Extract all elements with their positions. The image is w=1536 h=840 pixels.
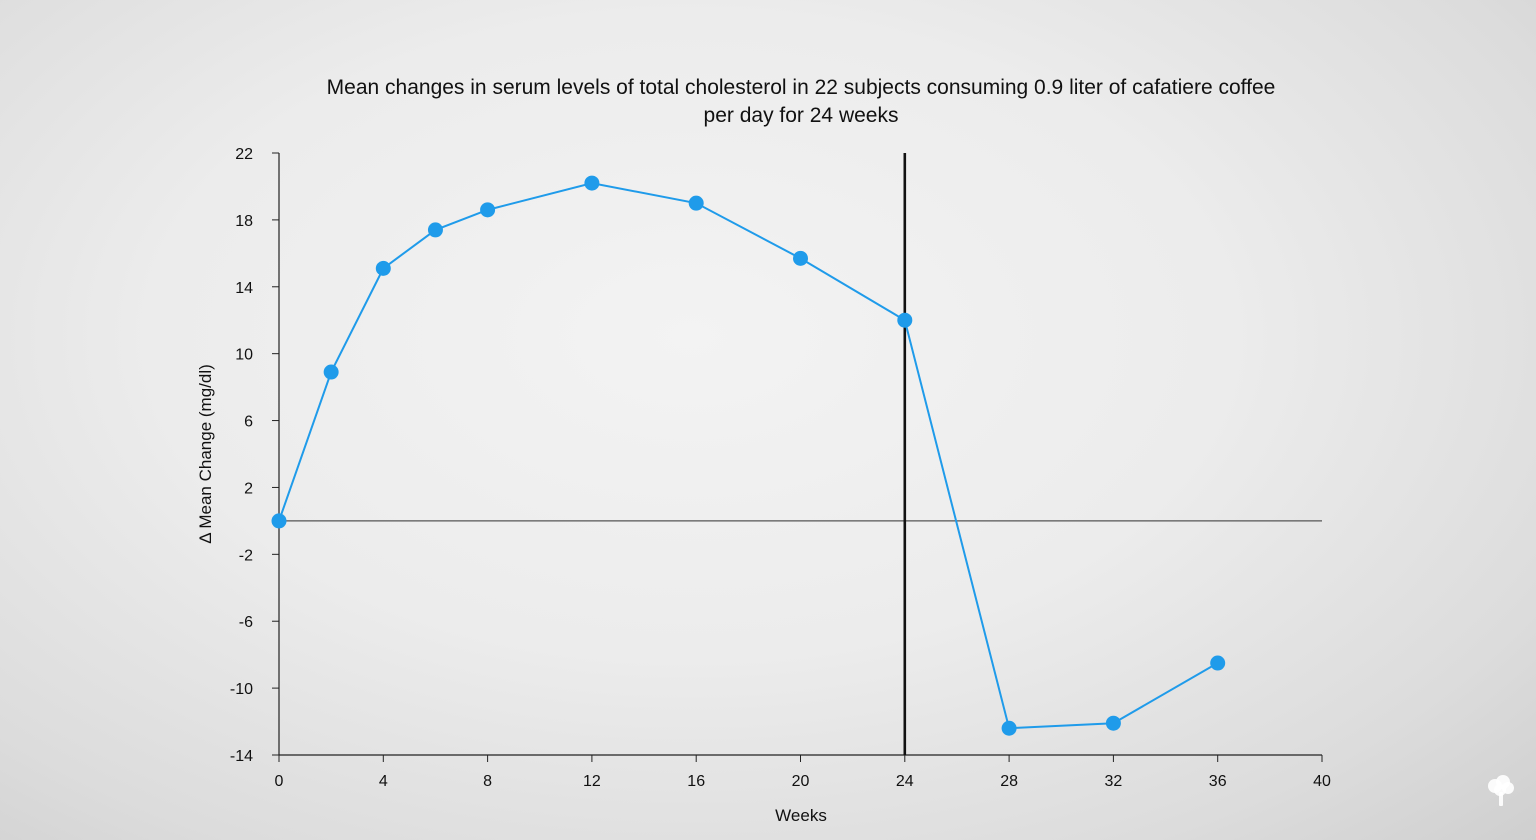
y-tick-label: 18 (235, 213, 253, 230)
reference-lines (279, 153, 1322, 755)
x-tick-label: 24 (896, 773, 914, 790)
data-point (1001, 720, 1017, 736)
y-axis: 22 18 14 10 6 2 -2 -6 -10 -14 (230, 146, 280, 765)
x-axis-label: Weeks (775, 806, 827, 825)
data-point (480, 202, 496, 218)
chart-title-line-1: Mean changes in serum levels of total ch… (327, 76, 1276, 99)
y-tick-label: 6 (244, 414, 253, 431)
series-line (278, 182, 1219, 730)
y-tick-label: -14 (230, 748, 253, 765)
tree-logo-icon (1488, 775, 1514, 806)
data-point (271, 513, 287, 529)
data-point (375, 260, 391, 276)
data-point (427, 222, 443, 238)
x-tick-label: 8 (483, 773, 492, 790)
x-tick-label: 4 (379, 773, 388, 790)
x-tick-label: 32 (1105, 773, 1123, 790)
y-tick-label: 2 (244, 480, 253, 497)
y-tick-label: 10 (235, 347, 253, 364)
data-point (793, 250, 808, 266)
y-tick-label: 22 (235, 146, 253, 163)
x-axis: 0 4 8 12 16 20 24 28 32 36 40 (275, 754, 1331, 790)
x-tick-label: 40 (1313, 773, 1331, 790)
y-tick-label: -10 (230, 681, 253, 698)
data-point (688, 195, 704, 211)
x-tick-label: 28 (1000, 773, 1018, 790)
data-point (323, 364, 339, 380)
data-series (271, 175, 1226, 736)
data-point (1210, 655, 1226, 671)
y-tick-label: -2 (239, 547, 253, 564)
data-point (897, 312, 913, 328)
data-point (1105, 715, 1121, 731)
x-tick-label: 20 (792, 773, 810, 790)
y-tick-label: 14 (235, 280, 253, 297)
data-point (584, 175, 600, 191)
x-tick-label: 36 (1209, 773, 1227, 790)
chart-title-line-2: per day for 24 weeks (704, 104, 899, 127)
x-tick-label: 0 (275, 773, 284, 790)
y-tick-label: -6 (239, 614, 253, 631)
x-tick-label: 12 (583, 773, 601, 790)
x-tick-label: 16 (687, 773, 705, 790)
y-axis-label: Δ Mean Change (mg/dl) (196, 364, 215, 544)
